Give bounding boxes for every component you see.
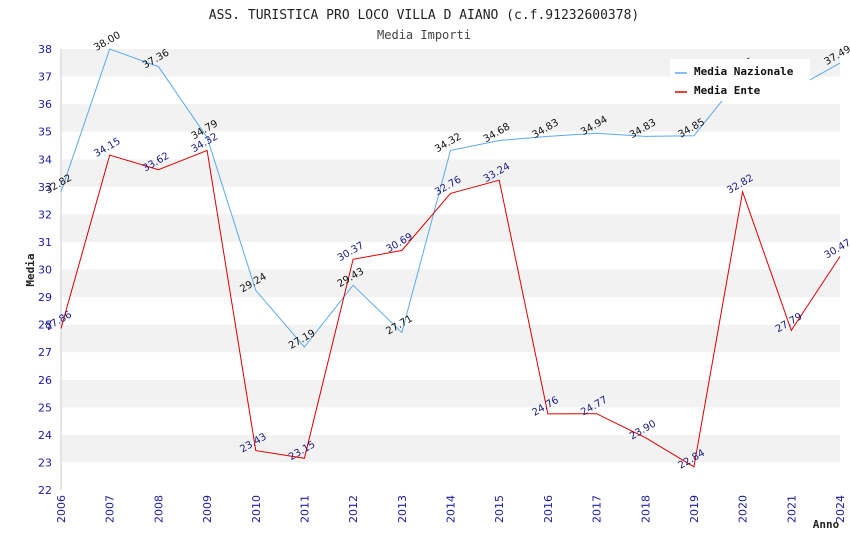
x-tick-label: 2024 bbox=[834, 495, 847, 523]
y-tick-label: 31 bbox=[38, 236, 52, 249]
legend-label-ente: Media Ente bbox=[694, 84, 761, 97]
x-tick-label: 2020 bbox=[737, 495, 750, 523]
series-lines bbox=[60, 48, 841, 468]
y-tick-label: 35 bbox=[38, 126, 52, 139]
grid-band bbox=[61, 269, 840, 298]
x-tick-label: 2021 bbox=[785, 495, 798, 523]
x-axis-ticks: 2006 2007 2008 2009 2010 2011 2012 2013 2014 2015… bbox=[55, 495, 847, 523]
y-tick-label: 28 bbox=[38, 319, 52, 332]
y-tick-label: 32 bbox=[38, 208, 52, 221]
y-tick-label: 37 bbox=[38, 71, 52, 84]
grid-bands bbox=[60, 49, 840, 490]
x-axis-label: Anno bbox=[813, 518, 840, 531]
x-tick-label: 2007 bbox=[104, 495, 117, 523]
x-tick-label: 2019 bbox=[688, 495, 701, 523]
grid-band bbox=[61, 379, 840, 408]
x-tick-label: 2008 bbox=[152, 495, 165, 523]
y-tick-label: 34 bbox=[38, 153, 52, 166]
x-tick-label: 2011 bbox=[298, 495, 311, 523]
grid-band bbox=[61, 241, 840, 270]
legend: Media Nazionale Media Ente bbox=[670, 59, 810, 101]
x-tick-label: 2009 bbox=[201, 495, 214, 523]
grid-band bbox=[61, 159, 840, 187]
grid-band bbox=[61, 434, 840, 463]
grid-band bbox=[61, 352, 840, 380]
legend-box bbox=[670, 59, 810, 101]
x-tick-label: 2018 bbox=[639, 495, 652, 523]
y-tick-label: 27 bbox=[38, 346, 52, 359]
y-tick-label: 23 bbox=[38, 456, 52, 469]
y-axis-ticks: 22 23 24 25 26 27 28 29 30 31 32 33 34 35 36 37 38 bbox=[38, 43, 52, 497]
grid-band bbox=[61, 214, 840, 242]
y-tick-label: 33 bbox=[38, 181, 52, 194]
grid-band bbox=[61, 186, 840, 215]
y-tick-label: 24 bbox=[38, 429, 52, 442]
y-axis-label: Media bbox=[24, 253, 37, 286]
series-line-nazionale bbox=[60, 48, 841, 348]
grid-band bbox=[61, 297, 840, 325]
y-tick-label: 22 bbox=[38, 484, 52, 497]
x-tick-label: 2016 bbox=[542, 495, 555, 523]
x-tick-label: 2010 bbox=[250, 495, 263, 523]
grid-band bbox=[61, 104, 840, 132]
grid-band bbox=[61, 462, 840, 490]
grid-band bbox=[61, 324, 840, 353]
y-tick-label: 25 bbox=[38, 401, 52, 414]
grid-band bbox=[61, 407, 840, 435]
series-line-ente bbox=[60, 149, 841, 468]
x-tick-label: 2013 bbox=[396, 495, 409, 523]
grid-band bbox=[61, 131, 840, 160]
y-tick-label: 26 bbox=[38, 374, 52, 387]
x-tick-label: 2012 bbox=[347, 495, 360, 523]
x-tick-label: 2015 bbox=[493, 495, 506, 523]
x-tick-label: 2006 bbox=[55, 495, 68, 523]
y-tick-label: 30 bbox=[38, 264, 52, 277]
x-tick-label: 2017 bbox=[591, 495, 604, 523]
y-tick-label: 36 bbox=[38, 98, 52, 111]
chart-title: ASS. TURISTICA PRO LOCO VILLA D AIANO (c… bbox=[209, 8, 639, 23]
legend-label-nazionale: Media Nazionale bbox=[694, 65, 794, 78]
x-tick-label: 2014 bbox=[445, 495, 458, 523]
chart-subtitle: Media Importi bbox=[377, 28, 471, 42]
y-tick-label: 29 bbox=[38, 291, 52, 304]
y-tick-label: 38 bbox=[38, 43, 52, 56]
